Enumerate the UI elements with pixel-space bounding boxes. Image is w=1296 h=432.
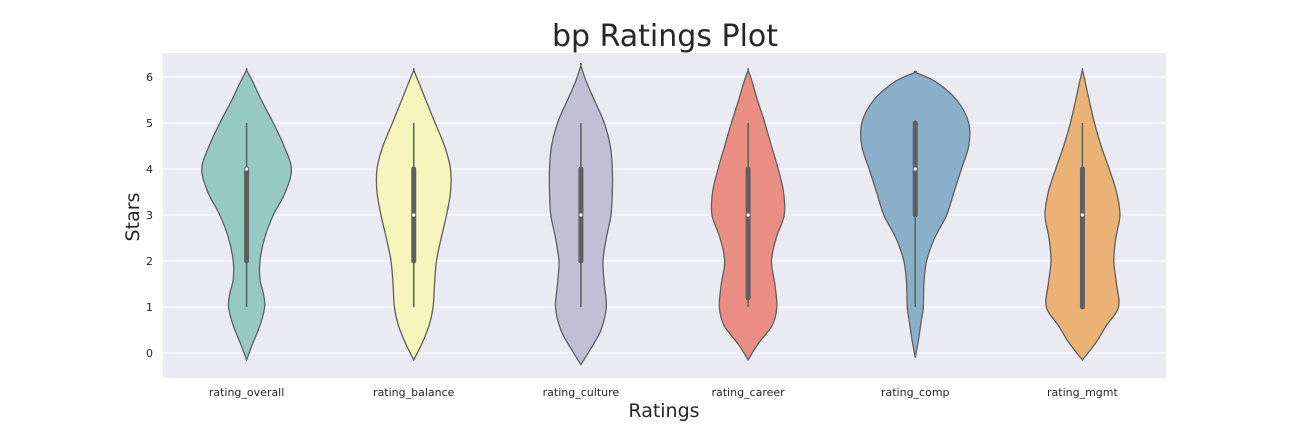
median-marker-rating_balance xyxy=(412,213,416,217)
x-tick-label: rating_culture xyxy=(543,386,620,399)
y-axis-label: Stars xyxy=(122,193,144,242)
median-marker-rating_overall xyxy=(244,167,249,171)
x-tick-label: rating_comp xyxy=(881,386,950,399)
y-tick-label: 4 xyxy=(146,163,153,176)
y-tick-label: 1 xyxy=(146,301,153,314)
median-marker-rating_comp xyxy=(913,167,917,171)
y-tick-labels: 0 1 2 3 4 5 6 xyxy=(146,71,153,360)
violins-group xyxy=(201,62,1121,366)
median-marker-rating_culture xyxy=(579,213,583,217)
grid-lines xyxy=(163,76,1166,354)
y-tick-label: 5 xyxy=(146,117,153,130)
x-tick-label: rating_overall xyxy=(209,386,284,399)
y-tick-label: 2 xyxy=(146,255,153,268)
median-marker-rating_career xyxy=(746,213,750,217)
x-tick-label: rating_mgmt xyxy=(1047,386,1118,399)
x-tick-label: rating_career xyxy=(711,386,785,399)
median-marker-rating_mgmt xyxy=(1080,213,1085,217)
chart-title: bp Ratings Plot xyxy=(552,19,778,54)
y-tick-label: 3 xyxy=(146,209,153,222)
x-tick-labels: rating_overall rating_balance rating_cultu… xyxy=(209,386,1119,399)
y-tick-label: 0 xyxy=(146,347,153,360)
x-axis-label: Ratings xyxy=(628,400,699,422)
x-tick-label: rating_balance xyxy=(373,386,455,399)
y-tick-label: 6 xyxy=(146,71,153,84)
